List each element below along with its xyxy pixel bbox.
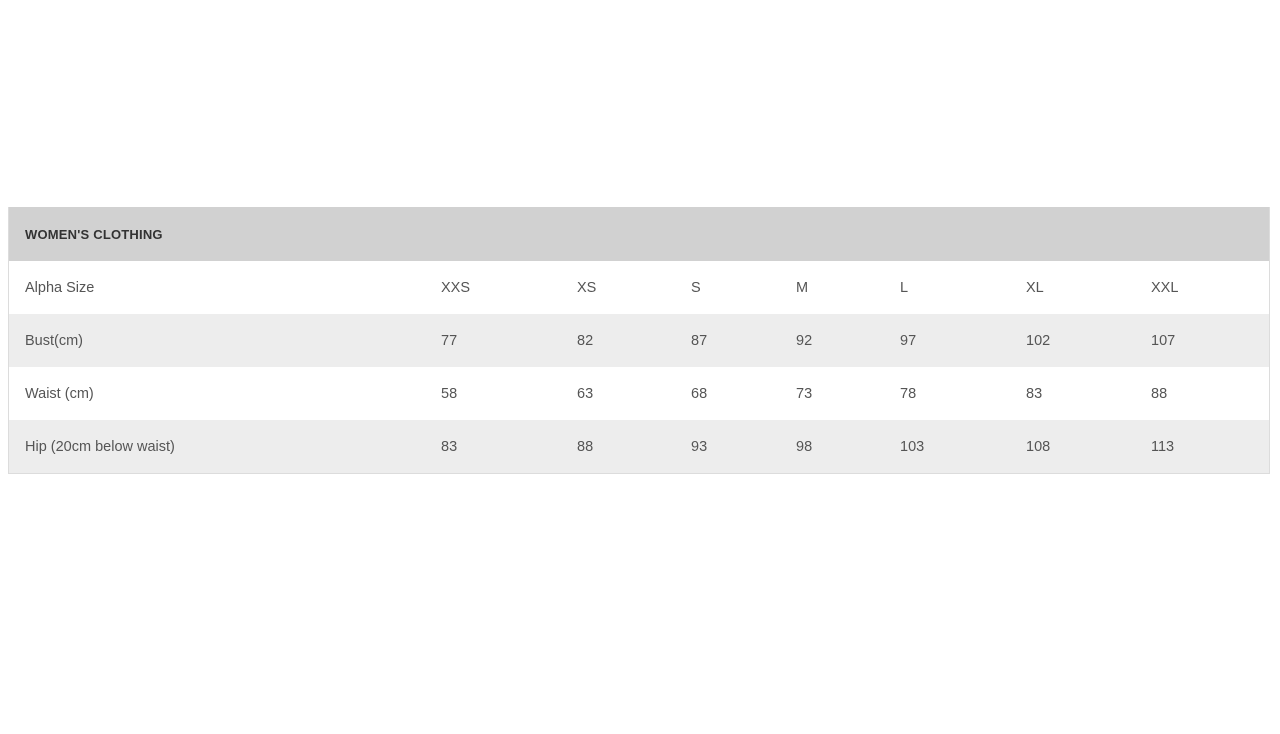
- table-cell: M: [796, 279, 809, 296]
- table-cell: 92: [796, 332, 813, 349]
- table-cell: 82: [577, 332, 594, 349]
- table-cell: 88: [1151, 385, 1168, 402]
- table-cell: XXL: [1151, 279, 1179, 296]
- table-row: Waist (cm) 58 63 68 73 78 83 88: [9, 367, 1269, 420]
- table-cell: 107: [1151, 332, 1176, 349]
- table-row: Alpha Size XXS XS S M L XL XXL: [9, 261, 1269, 314]
- table-cell: 113: [1151, 438, 1175, 455]
- table-row: Bust(cm) 77 82 87 92 97 102 107: [9, 314, 1269, 367]
- table-cell: 83: [441, 438, 458, 455]
- table-cell: 68: [691, 385, 708, 402]
- table-cell: XXS: [441, 279, 471, 296]
- table-cell: 93: [691, 438, 708, 455]
- table-cell: L: [900, 279, 909, 296]
- row-label: Bust(cm): [25, 332, 83, 349]
- row-label: Waist (cm): [25, 385, 94, 402]
- size-chart-table: WOMEN'S CLOTHING Alpha Size XXS XS S M L XL XXL…: [8, 207, 1270, 474]
- table-cell: 73: [796, 385, 813, 402]
- table-cell: 88: [577, 438, 594, 455]
- table-cell: 108: [1026, 438, 1051, 455]
- table-cell: 87: [691, 332, 708, 349]
- table-cell: 102: [1026, 332, 1051, 349]
- row-label: Alpha Size: [25, 279, 95, 296]
- row-label: Hip (20cm below waist): [25, 438, 175, 455]
- table-row: Hip (20cm below waist) 83 88 93 98 103 108 113: [9, 420, 1269, 473]
- table-cell: XS: [577, 279, 597, 296]
- table-cell: 83: [1026, 385, 1043, 402]
- table-cell: 77: [441, 332, 458, 349]
- table-cell: 63: [577, 385, 594, 402]
- table-cell: XL: [1026, 279, 1044, 296]
- table-cell: 78: [900, 385, 917, 402]
- table-cell: 58: [441, 385, 458, 402]
- table-cell: 97: [900, 332, 917, 349]
- table-cell: 98: [796, 438, 813, 455]
- table-cell: S: [691, 279, 701, 296]
- table-title: WOMEN'S CLOTHING: [9, 207, 1269, 261]
- table-cell: 103: [900, 438, 925, 455]
